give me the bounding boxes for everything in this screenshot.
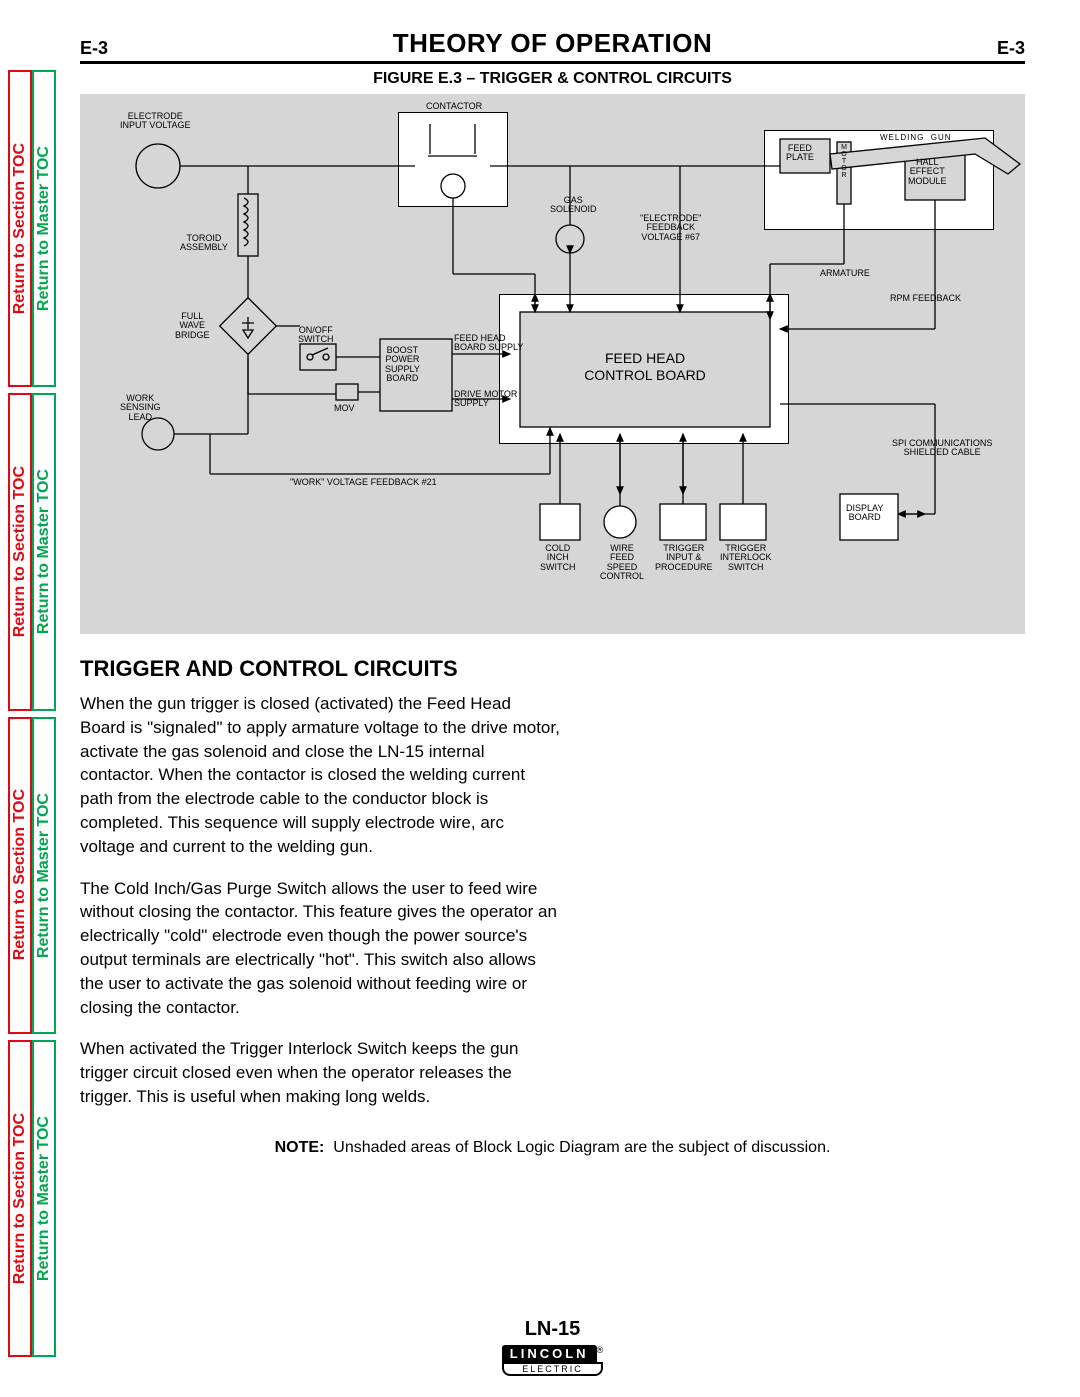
- tab-label: Return to Section TOC: [11, 1113, 29, 1284]
- return-master-toc-link[interactable]: Return to Master TOC: [32, 717, 56, 1034]
- label-feed-head-control-board: FEED HEAD CONTROL BOARD: [580, 350, 710, 384]
- label-drive-motor-supply: DRIVE MOTOR SUPPLY: [454, 390, 517, 409]
- body-text-column: When the gun trigger is closed (activate…: [80, 692, 560, 1109]
- tab-label: Return to Master TOC: [35, 469, 53, 634]
- label-trigger-interlock-switch: TRIGGER INTERLOCK SWITCH: [720, 544, 772, 572]
- figure-caption: FIGURE E.3 – TRIGGER & CONTROL CIRCUITS: [80, 70, 1025, 88]
- label-electrode-feedback-voltage: "ELECTRODE" FEEDBACK VOLTAGE #67: [640, 214, 701, 242]
- label-toroid-assembly: TOROID ASSEMBLY: [180, 234, 228, 253]
- label-work-sensing-lead: WORK SENSING LEAD: [120, 394, 161, 422]
- section-heading: TRIGGER AND CONTROL CIRCUITS: [80, 656, 1025, 682]
- master-toc-column: Return to Master TOC Return to Master TO…: [32, 70, 56, 1357]
- page-content: E-3 THEORY OF OPERATION E-3 FIGURE E.3 –…: [80, 28, 1025, 1377]
- label-trigger-input-procedure: TRIGGER INPUT & PROCEDURE: [655, 544, 713, 572]
- label-gas-solenoid: GAS SOLENOID: [550, 196, 597, 215]
- page-code-right: E-3: [997, 38, 1025, 59]
- label-full-wave-bridge: FULL WAVE BRIDGE: [175, 312, 210, 340]
- label-cold-inch-switch: COLD INCH SWITCH: [540, 544, 576, 572]
- tab-label: Return to Section TOC: [11, 466, 29, 637]
- label-hall-effect-module: HALL EFFECT MODULE: [908, 158, 947, 186]
- label-onoff-switch: ON/OFF SWITCH: [298, 326, 334, 345]
- section-toc-column: Return to Section TOC Return to Section …: [8, 70, 32, 1357]
- logo-top: LINCOLN: [502, 1345, 597, 1362]
- paragraph: When the gun trigger is closed (activate…: [80, 692, 560, 859]
- return-master-toc-link[interactable]: Return to Master TOC: [32, 70, 56, 387]
- label-feed-plate: FEED PLATE: [786, 144, 814, 163]
- return-section-toc-link[interactable]: Return to Section TOC: [8, 1040, 32, 1357]
- note: NOTE: Unshaded areas of Block Logic Diag…: [80, 1139, 1025, 1157]
- label-spi-communications: SPI COMMUNICATIONS SHIELDED CABLE: [892, 439, 992, 458]
- label-electrode-input-voltage: ELECTRODE INPUT VOLTAGE: [120, 112, 191, 131]
- label-boost-power-supply-board: BOOST POWER SUPPLY BOARD: [385, 346, 420, 384]
- tab-label: Return to Master TOC: [35, 1116, 53, 1281]
- return-master-toc-link[interactable]: Return to Master TOC: [32, 1040, 56, 1357]
- label-feed-head-board-supply: FEED HEAD BOARD SUPPLY: [454, 334, 523, 353]
- tab-label: Return to Section TOC: [11, 789, 29, 960]
- paragraph: The Cold Inch/Gas Purge Switch allows th…: [80, 877, 560, 1020]
- tab-label: Return to Master TOC: [35, 793, 53, 958]
- label-display-board: DISPLAY BOARD: [846, 504, 883, 523]
- return-section-toc-link[interactable]: Return to Section TOC: [8, 70, 32, 387]
- label-work-voltage-feedback: "WORK" VOLTAGE FEEDBACK #21: [290, 478, 437, 487]
- return-section-toc-link[interactable]: Return to Section TOC: [8, 717, 32, 1034]
- lincoln-electric-logo: LINCOLN® ELECTRIC: [502, 1345, 603, 1376]
- return-section-toc-link[interactable]: Return to Section TOC: [8, 393, 32, 710]
- page-header: E-3 THEORY OF OPERATION E-3: [80, 28, 1025, 64]
- label-mov: MOV: [334, 404, 355, 413]
- page-title: THEORY OF OPERATION: [393, 28, 713, 59]
- tab-label: Return to Section TOC: [11, 143, 29, 314]
- paragraph: When activated the Trigger Interlock Swi…: [80, 1037, 560, 1108]
- note-label: NOTE:: [275, 1139, 325, 1156]
- label-contactor: CONTACTOR: [426, 102, 482, 111]
- model-number: LN-15: [80, 1318, 1025, 1341]
- label-wire-feed-speed-control: WIRE FEED SPEED CONTROL: [600, 544, 644, 582]
- return-master-toc-link[interactable]: Return to Master TOC: [32, 393, 56, 710]
- page-footer: LN-15 LINCOLN® ELECTRIC: [80, 1318, 1025, 1377]
- label-rpm-feedback: RPM FEEDBACK: [890, 294, 961, 303]
- page-code-left: E-3: [80, 38, 108, 59]
- block-diagram: ELECTRODE INPUT VOLTAGE CONTACTOR FEED P…: [80, 94, 1025, 634]
- logo-bottom: ELECTRIC: [502, 1362, 603, 1376]
- note-text: Unshaded areas of Block Logic Diagram ar…: [333, 1139, 830, 1156]
- label-welding-gun: WELDING GUN: [880, 134, 952, 142]
- tab-label: Return to Master TOC: [35, 146, 53, 311]
- label-armature: ARMATURE: [820, 269, 870, 278]
- side-tabs: Return to Section TOC Return to Section …: [8, 70, 56, 1357]
